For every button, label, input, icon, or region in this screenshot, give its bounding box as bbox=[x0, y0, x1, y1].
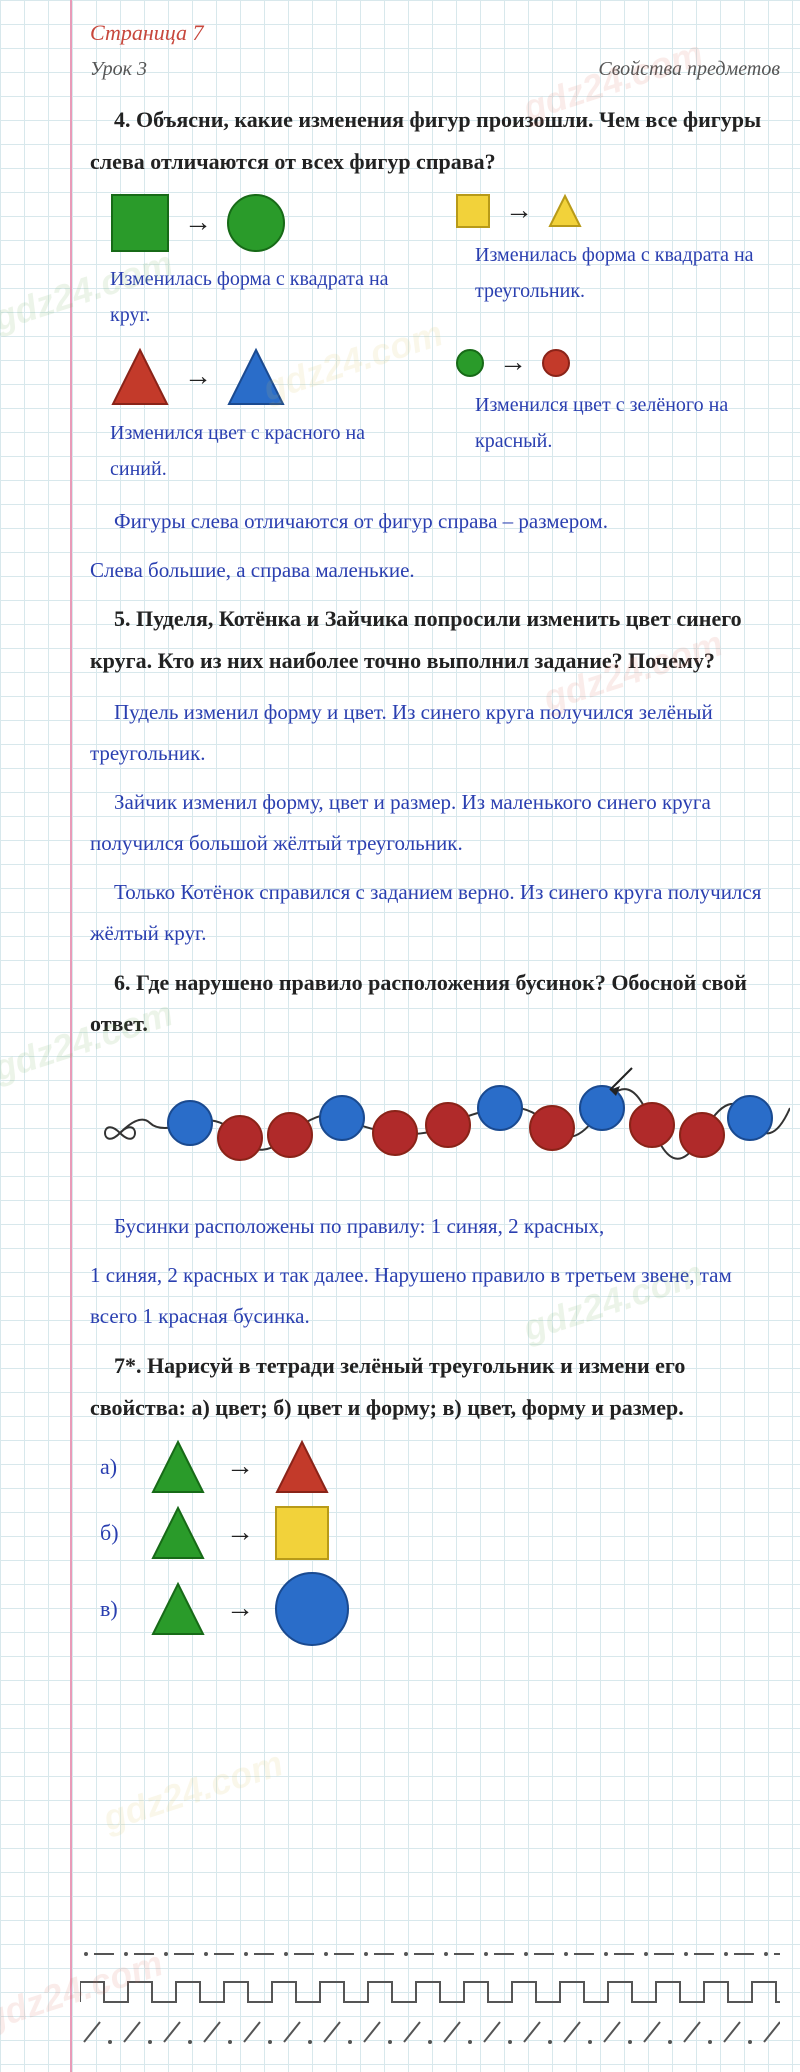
q7-row: б) → bbox=[100, 1505, 780, 1561]
header-row: Урок 3 Свойства предметов bbox=[90, 58, 780, 81]
q4-prompt: 4. Объясни, какие изменения фигур произо… bbox=[90, 99, 780, 183]
q4-summary1: Фигуры слева отличаются от фигур справа … bbox=[90, 501, 780, 542]
watermark: gdz24.com bbox=[98, 1742, 288, 1839]
arrow-icon: → bbox=[184, 361, 212, 393]
q4-c4: Изменился цвет с зелёного на красный. bbox=[475, 387, 775, 459]
q4-c2: Изменилась форма с квадрата на треугольн… bbox=[475, 237, 775, 309]
q5-a2: Зайчик изменил форму, цвет и размер. Из … bbox=[90, 782, 780, 864]
shape-to bbox=[274, 1505, 330, 1561]
q7-row-label: б) bbox=[100, 1520, 130, 1546]
shape-to bbox=[274, 1571, 350, 1647]
beads-svg bbox=[90, 1063, 790, 1183]
q6-a2: 1 синяя, 2 красных и так далее. Нарушено… bbox=[90, 1255, 780, 1337]
triangle-red-icon bbox=[110, 347, 170, 407]
q4-c1: Изменилась форма с квадрата на круг. bbox=[110, 261, 410, 333]
writing-pattern bbox=[80, 1942, 780, 2052]
q7-row-label: а) bbox=[100, 1454, 130, 1480]
q4-right2: → Изменился цвет с зелёного на красный. bbox=[455, 347, 780, 501]
circle-green-icon bbox=[455, 348, 485, 378]
page-number: Страница 7 bbox=[90, 20, 780, 46]
arrow-icon: → bbox=[226, 1593, 254, 1625]
q5-prompt: 5. Пуделя, Котёнка и Зайчика попросили и… bbox=[90, 598, 780, 682]
arrow-icon: → bbox=[226, 1451, 254, 1483]
q7-rows: а) → б) → в) → bbox=[90, 1439, 780, 1647]
square-green-icon bbox=[110, 193, 170, 253]
q6-prompt: 6. Где нарушено правило расположения бус… bbox=[90, 962, 780, 1046]
q4-summary2: Слева большие, а справа маленькие. bbox=[90, 550, 780, 591]
triangle-yellow-icon bbox=[547, 193, 583, 229]
arrow-icon: → bbox=[505, 195, 533, 227]
topic-label: Свойства предметов bbox=[598, 58, 780, 81]
circle-red-icon bbox=[541, 348, 571, 378]
square-yellow-icon bbox=[455, 193, 491, 229]
shape-to bbox=[274, 1439, 330, 1495]
margin-line bbox=[70, 0, 72, 2072]
circle-green-icon bbox=[226, 193, 286, 253]
q7-row: а) → bbox=[100, 1439, 780, 1495]
shape-from bbox=[150, 1439, 206, 1495]
q5-a3: Только Котёнок справился с заданием верн… bbox=[90, 872, 780, 954]
q4-c3: Изменился цвет с красного на синий. bbox=[110, 415, 410, 487]
q7-row-label: в) bbox=[100, 1596, 130, 1622]
q4-left2: → Изменился цвет с красного на синий. bbox=[90, 347, 415, 501]
q4-row2: → Изменился цвет с красного на синий. → … bbox=[90, 347, 780, 501]
q5-a1: Пудель изменил форму и цвет. Из синего к… bbox=[90, 692, 780, 774]
arrow-icon: → bbox=[499, 347, 527, 379]
q4-row1: → Изменилась форма с квадрата на круг. →… bbox=[90, 193, 780, 347]
q4-left1: → Изменилась форма с квадрата на круг. bbox=[90, 193, 415, 347]
q7-prompt: 7*. Нарисуй в тетради зелёный треугольни… bbox=[90, 1345, 780, 1429]
triangle-blue-icon bbox=[226, 347, 286, 407]
beads-diagram bbox=[90, 1063, 780, 1188]
arrow-icon: → bbox=[184, 207, 212, 239]
q4-right1: → Изменилась форма с квадрата на треугол… bbox=[455, 193, 780, 347]
lesson-label: Урок 3 bbox=[90, 58, 147, 81]
notebook-page: Страница 7 Урок 3 Свойства предметов 4. … bbox=[0, 0, 800, 2072]
q7-row: в) → bbox=[100, 1571, 780, 1647]
shape-from bbox=[150, 1581, 206, 1637]
q6-a1: Бусинки расположены по правилу: 1 синяя,… bbox=[90, 1206, 780, 1247]
arrow-icon: → bbox=[226, 1517, 254, 1549]
shape-from bbox=[150, 1505, 206, 1561]
